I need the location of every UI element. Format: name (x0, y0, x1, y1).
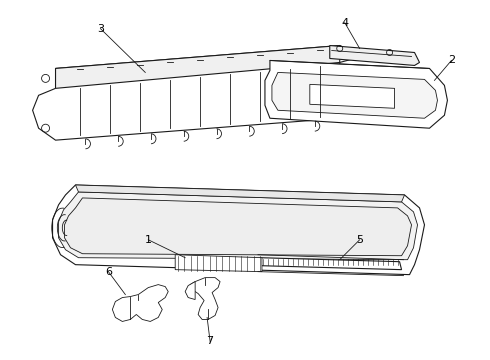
Polygon shape (33, 45, 355, 140)
Polygon shape (310, 84, 394, 108)
Polygon shape (190, 278, 220, 319)
Polygon shape (272, 72, 438, 118)
Polygon shape (75, 185, 405, 202)
Polygon shape (112, 285, 168, 321)
Text: 1: 1 (145, 235, 152, 245)
Text: 7: 7 (207, 336, 214, 346)
Polygon shape (185, 282, 195, 300)
Polygon shape (58, 192, 417, 260)
Polygon shape (330, 45, 419, 66)
Text: 5: 5 (356, 235, 363, 245)
Text: 6: 6 (105, 267, 112, 276)
Polygon shape (52, 185, 424, 275)
Polygon shape (260, 258, 401, 270)
Text: 3: 3 (97, 24, 104, 33)
Polygon shape (265, 60, 447, 128)
Text: 4: 4 (341, 18, 348, 28)
Text: 2: 2 (448, 55, 455, 66)
Polygon shape (175, 255, 262, 272)
Polygon shape (55, 45, 340, 88)
Polygon shape (65, 198, 412, 256)
